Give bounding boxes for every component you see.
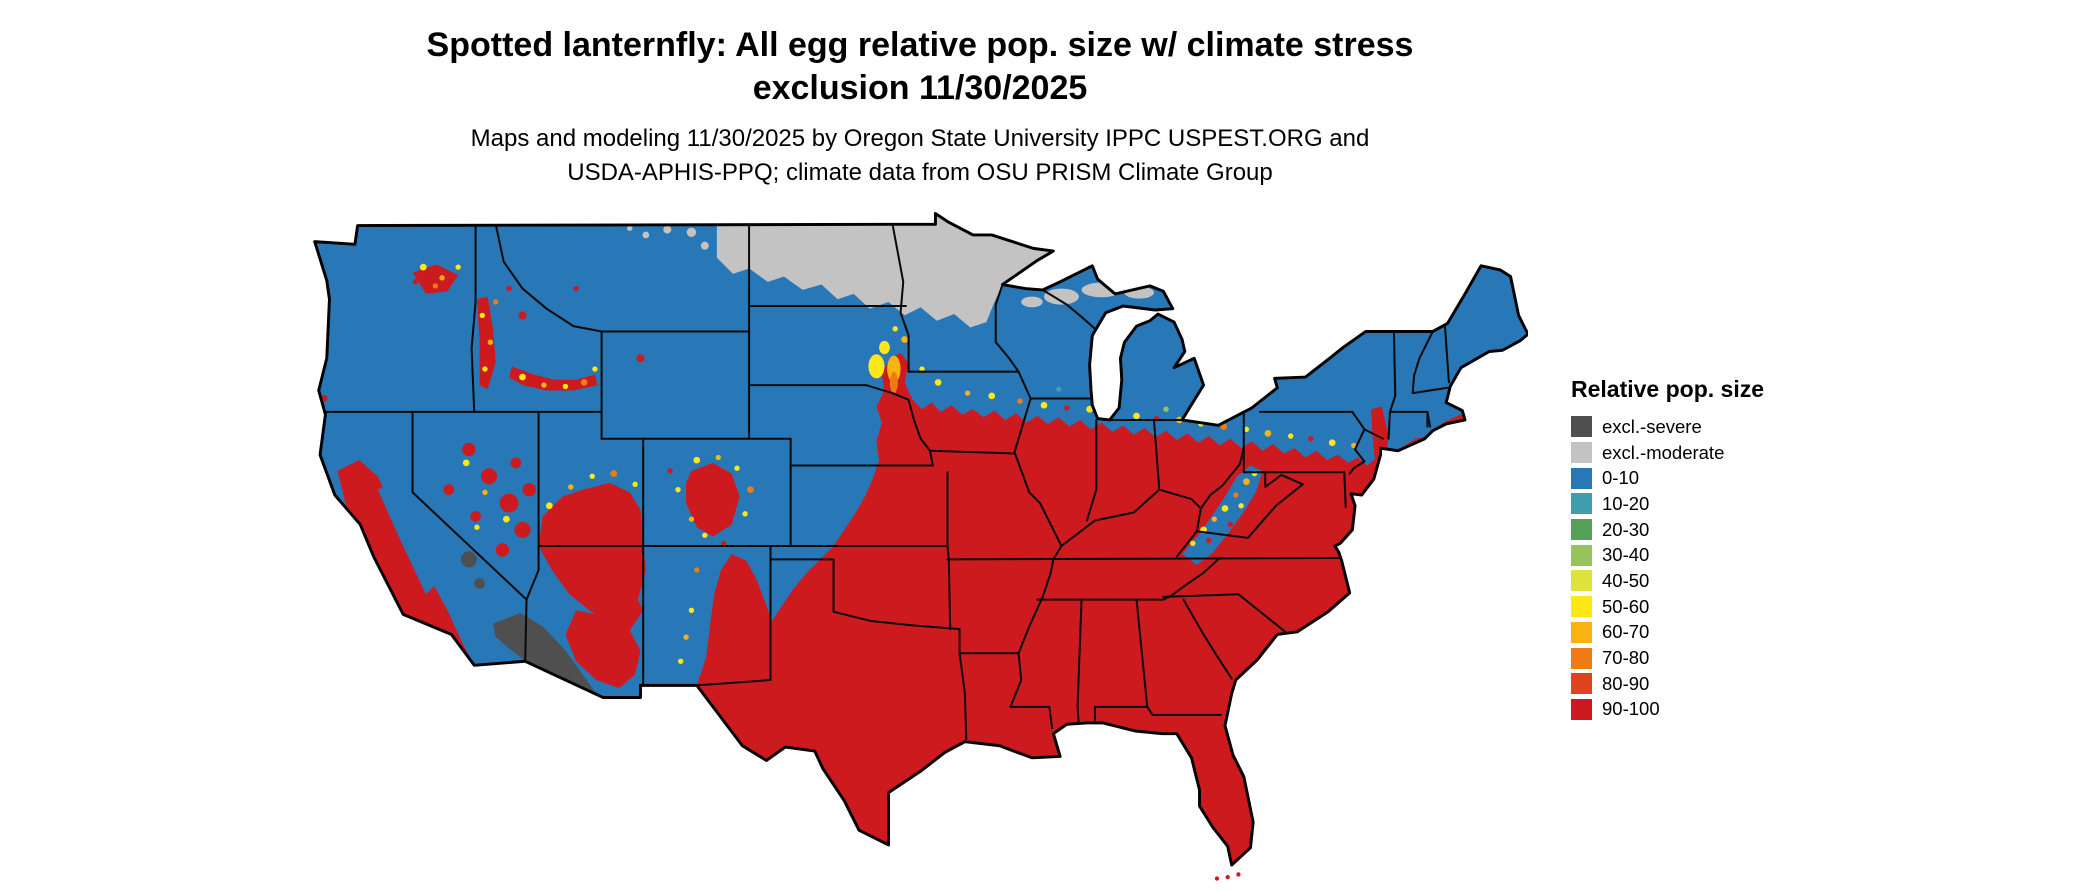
region-fill-sierra-blue: [377, 484, 437, 595]
legend-label: 70-80: [1602, 647, 1650, 669]
subtitle-line1: Maps and modeling 11/30/2025 by Oregon S…: [470, 125, 1370, 152]
legend-swatch: [1571, 519, 1592, 541]
legend-label: 40-50: [1602, 569, 1650, 591]
florida-keys-specks: [1214, 872, 1241, 881]
region-fill-excl-severe: [460, 551, 603, 705]
legend-entry: 90-100: [1571, 697, 1764, 723]
legend-swatch: [1571, 442, 1592, 464]
legend-swatch: [1571, 544, 1592, 566]
legend-entry: 40-50: [1571, 568, 1764, 594]
state-borders: [324, 223, 1450, 741]
region-fill-red-west: [320, 264, 1389, 689]
legend-swatch: [1571, 621, 1592, 643]
legend-swatch: [1571, 596, 1592, 618]
legend-label: excl.-moderate: [1602, 441, 1725, 463]
subtitle-line2: USDA-APHIS-PPQ; climate data from OSU PR…: [567, 159, 1273, 186]
legend-swatch: [1571, 493, 1592, 515]
title-line2: exclusion 11/30/2025: [752, 69, 1088, 107]
us-map-svg: [313, 212, 1528, 881]
legend-label: 50-60: [1602, 595, 1650, 617]
legend-title: Relative pop. size: [1571, 376, 1765, 402]
legend-entry: excl.-moderate: [1571, 440, 1764, 466]
legend-label: 30-40: [1602, 544, 1650, 566]
title-line1: Spotted lanternfly: All egg relative pop…: [426, 26, 1414, 64]
legend-swatch: [1571, 416, 1592, 438]
legend-swatch: [1571, 698, 1592, 720]
legend-label: excl.-severe: [1602, 415, 1702, 437]
region-fill-nm-blue: [653, 550, 705, 681]
legend-entry: 60-70: [1571, 620, 1764, 646]
legend-label: 90-100: [1602, 698, 1660, 720]
figure-title: Spotted lanternfly: All egg relative pop…: [0, 24, 1840, 110]
legend-entry: 20-30: [1571, 517, 1764, 543]
map-raster-layers: [314, 213, 1528, 866]
region-fill-appalachia-blue: [1182, 465, 1263, 565]
legend-label: 20-30: [1602, 518, 1650, 540]
legend-label: 60-70: [1602, 621, 1650, 643]
us-outline: [313, 212, 1528, 867]
legend-label: 80-90: [1602, 672, 1650, 694]
legend-label: 10-20: [1602, 492, 1650, 514]
legend-entry: 70-80: [1571, 645, 1764, 671]
figure-subtitle: Maps and modeling 11/30/2025 by Oregon S…: [0, 122, 1840, 190]
legend-label: 0-10: [1602, 467, 1640, 489]
legend: Relative pop. size excl.-severe excl.-mod…: [1571, 376, 1764, 722]
legend-swatch: [1571, 673, 1592, 695]
legend-entry: 0-10: [1571, 465, 1764, 491]
legend-swatch: [1571, 570, 1592, 592]
legend-rows: excl.-severe excl.-moderate 0-10 10-20 20-30…: [1571, 414, 1764, 722]
legend-entry: excl.-severe: [1571, 414, 1764, 440]
legend-entry: 80-90: [1571, 671, 1764, 697]
legend-swatch: [1571, 647, 1592, 669]
legend-entry: 10-20: [1571, 491, 1764, 517]
legend-entry: 50-60: [1571, 594, 1764, 620]
legend-swatch: [1571, 467, 1592, 489]
speckles: [412, 263, 1357, 664]
us-map-figure: [308, 208, 1528, 892]
legend-entry: 30-40: [1571, 542, 1764, 568]
